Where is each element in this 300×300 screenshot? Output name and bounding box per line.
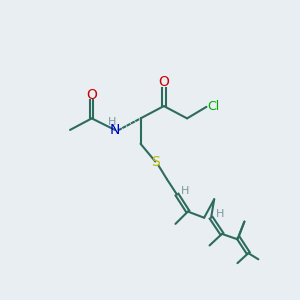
Text: N: N: [110, 123, 120, 137]
Text: O: O: [158, 75, 169, 89]
Text: H: H: [108, 117, 116, 127]
Text: H: H: [215, 209, 224, 219]
Text: Cl: Cl: [207, 100, 220, 112]
Text: O: O: [86, 88, 97, 101]
Text: S: S: [151, 154, 160, 169]
Text: H: H: [181, 186, 190, 196]
